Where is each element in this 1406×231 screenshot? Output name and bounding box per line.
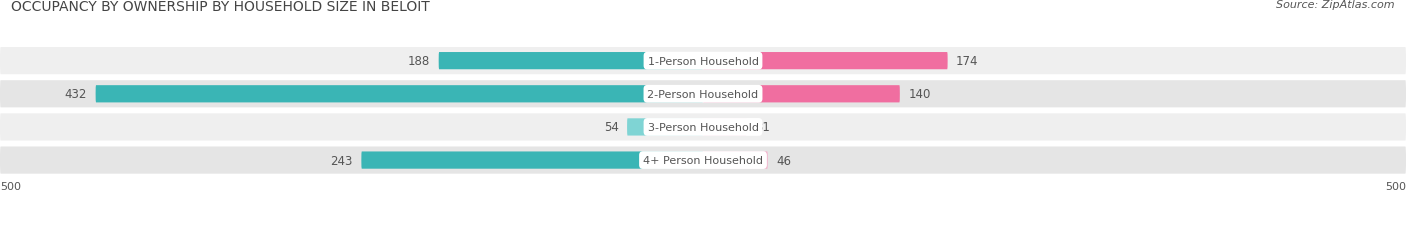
FancyBboxPatch shape [703,86,900,103]
FancyBboxPatch shape [96,86,703,103]
FancyBboxPatch shape [439,53,703,70]
FancyBboxPatch shape [0,147,1406,174]
Text: 54: 54 [603,121,619,134]
Text: 31: 31 [755,121,770,134]
Text: 174: 174 [956,55,979,68]
FancyBboxPatch shape [0,48,1406,75]
FancyBboxPatch shape [0,114,1406,141]
Text: 243: 243 [330,154,353,167]
Text: 3-Person Household: 3-Person Household [648,122,758,132]
Text: 432: 432 [65,88,87,101]
Text: 188: 188 [408,55,430,68]
Text: Source: ZipAtlas.com: Source: ZipAtlas.com [1277,0,1395,10]
Text: 500: 500 [1385,181,1406,191]
Text: 2-Person Household: 2-Person Household [647,89,759,99]
FancyBboxPatch shape [361,152,703,169]
Text: 46: 46 [776,154,792,167]
Text: 140: 140 [908,88,931,101]
FancyBboxPatch shape [703,119,747,136]
Text: OCCUPANCY BY OWNERSHIP BY HOUSEHOLD SIZE IN BELOIT: OCCUPANCY BY OWNERSHIP BY HOUSEHOLD SIZE… [11,0,430,14]
FancyBboxPatch shape [703,53,948,70]
Text: 4+ Person Household: 4+ Person Household [643,155,763,165]
FancyBboxPatch shape [627,119,703,136]
Text: 500: 500 [0,181,21,191]
FancyBboxPatch shape [703,152,768,169]
FancyBboxPatch shape [0,81,1406,108]
Text: 1-Person Household: 1-Person Household [648,56,758,66]
